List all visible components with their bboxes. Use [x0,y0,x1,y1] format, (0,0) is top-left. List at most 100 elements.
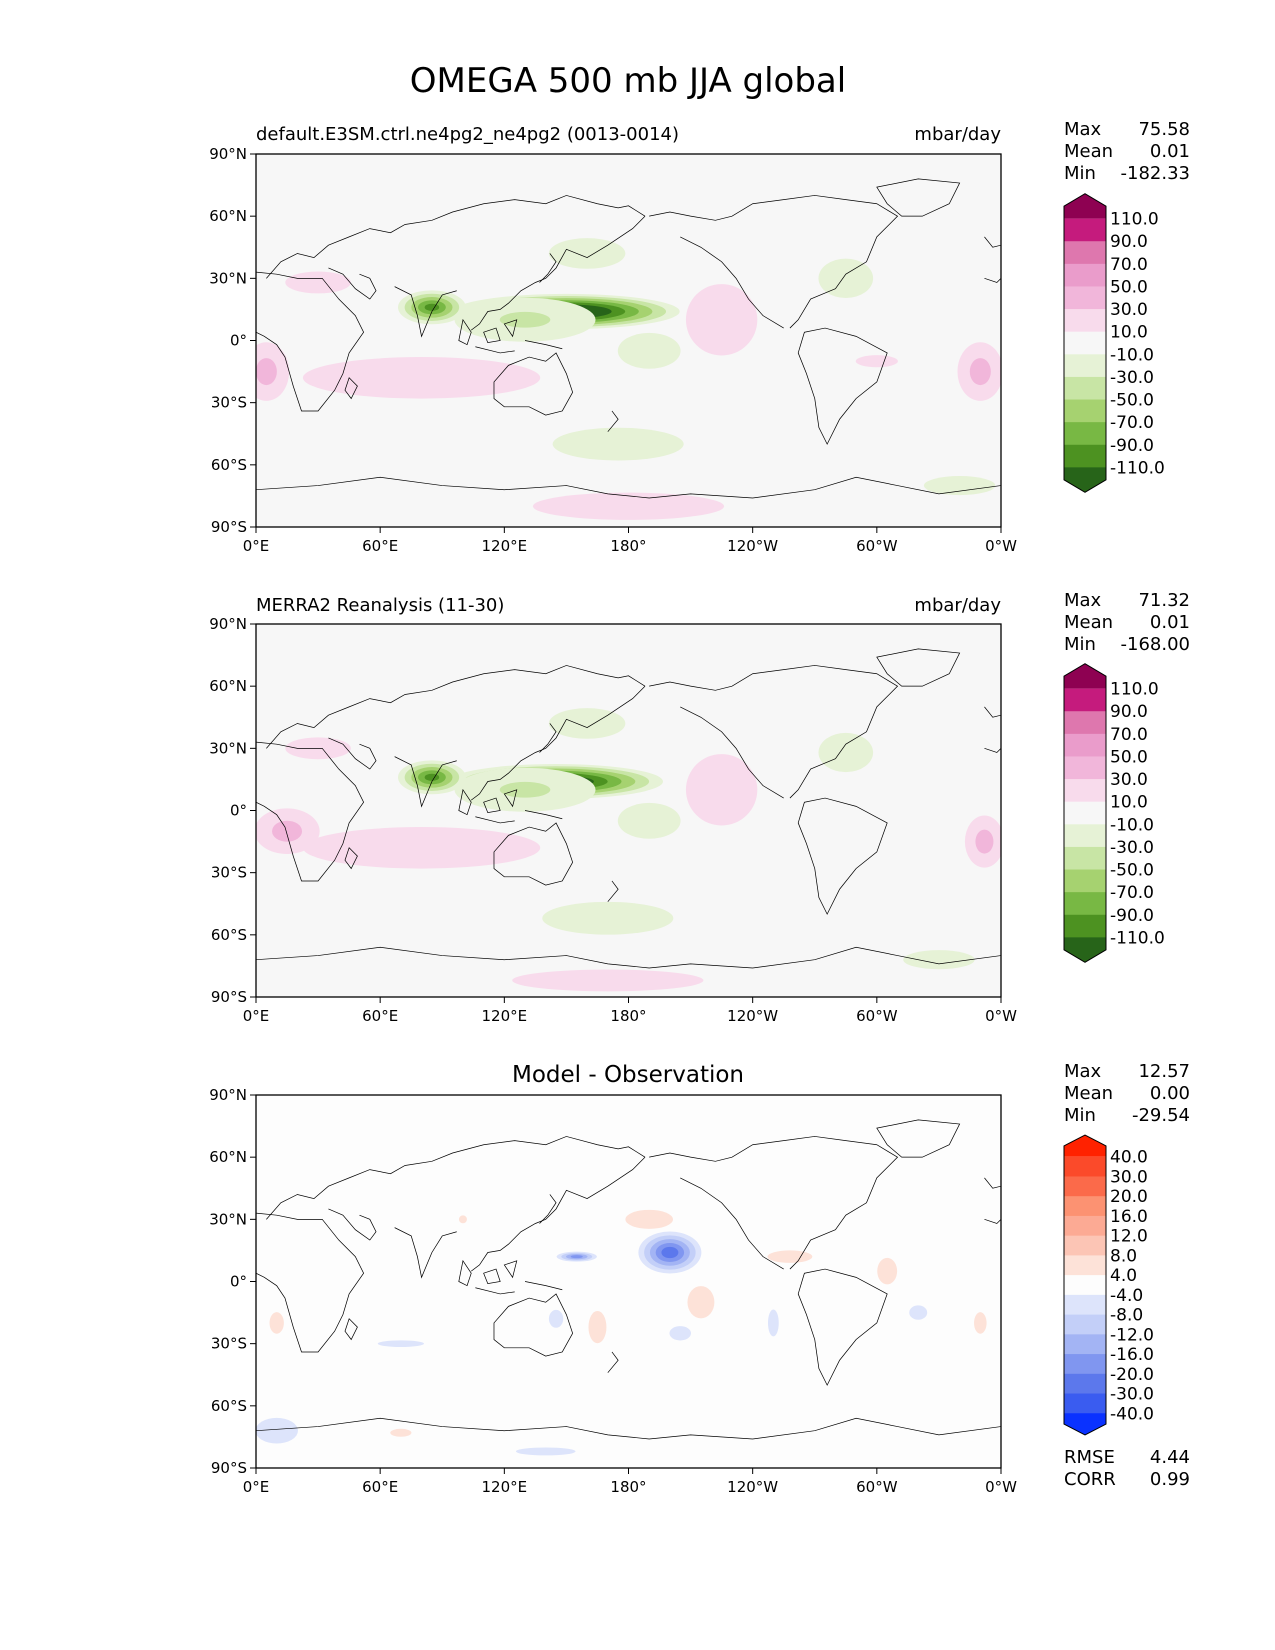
contour-region [969,358,991,386]
colorbar-swatch [1064,733,1106,757]
colorbar-label: 20.0 [1110,1187,1148,1207]
colorbar-swatch [1064,1393,1106,1414]
colorbar-label: 4.0 [1110,1266,1137,1286]
y-tick-label: 90°N [209,615,247,633]
x-tick-label: 0°W [985,1478,1017,1496]
colorbar-outline [1063,193,1107,493]
contour-region [548,708,626,739]
x-tick-label: 60°W [856,1007,898,1025]
colorbar-label: 70.0 [1110,725,1148,745]
contour-region [548,238,626,269]
colorbar-swatch [1064,467,1106,493]
contour-region [818,258,874,298]
y-tick-label: 30°S [211,1335,247,1353]
colorbar-swatch [1064,1215,1106,1237]
colorbar-label: -4.0 [1110,1286,1143,1306]
colorbar-label: 50.0 [1110,747,1148,767]
colorbar-label: -50.0 [1110,391,1154,411]
colorbar-label: 10.0 [1110,793,1148,813]
contour-region [532,492,725,520]
colorbar-label: -30.0 [1110,1385,1154,1405]
colorbar-swatch [1064,937,1106,963]
stat-value: -168.00 [1121,634,1190,655]
y-tick-label: 90°S [211,518,247,536]
contour-region [512,969,704,992]
colorbar-label: 8.0 [1110,1246,1137,1266]
metric-value: 0.99 [1150,1469,1190,1490]
contour-region [685,754,758,826]
y-axis: 90°S 60°S 30°S 0° 30°N 60°N 90°N [209,145,256,536]
y-tick-label: 60°S [211,926,247,944]
metric-value: 4.44 [1150,1447,1190,1468]
stat-label: Mean [1064,1083,1113,1104]
x-tick-label: 120°W [727,1007,778,1025]
stat-value: -29.54 [1132,1105,1190,1126]
contour-region [923,476,996,496]
contour-region [269,1312,284,1334]
colorbar: 110.090.0 70.050.0 30.0 10.0-10.0 -30.0 -50.0… [1063,193,1165,493]
contour-region [256,358,277,386]
contour-region [272,820,303,842]
colorbar-swatch [1064,376,1106,401]
contour-field [256,1209,987,1456]
colorbar-label: 110.0 [1110,210,1159,230]
panel-center-title: Model - Observation [512,1062,744,1088]
colorbar-swatch [1064,1255,1106,1276]
contour-region [424,303,440,311]
stat-label: Min [1064,1105,1096,1126]
colorbar-swatch [1064,914,1106,938]
colorbar-swatch [1064,309,1106,333]
colorbar-swatch [1064,193,1106,219]
contour-region [302,827,541,869]
colorbar-label: -90.0 [1110,436,1154,456]
contour-region [424,773,440,781]
y-tick-label: 30°S [211,394,247,412]
colorbar-swatch [1064,663,1106,689]
stat-label: Min [1064,634,1096,655]
y-tick-label: 30°N [209,1210,247,1228]
colorbar-swatch [1064,1354,1106,1375]
colorbar-swatch [1064,1373,1106,1395]
x-tick-label: 120°W [727,1478,778,1496]
stat-value: 75.58 [1138,119,1190,140]
colorbar-swatch [1064,1176,1106,1197]
colorbar-label: 12.0 [1110,1227,1148,1247]
stats-block: Max 75.58 Mean 0.01 Min -182.33 [1064,119,1190,184]
colorbar-swatch [1064,892,1106,916]
colorbar-label: -30.0 [1110,838,1154,858]
y-tick-label: 60°N [209,677,247,695]
stat-value: -182.33 [1121,163,1190,184]
stat-label: Max [1064,1061,1102,1082]
colorbar-swatch [1064,801,1106,825]
colorbar-label: -50.0 [1110,861,1154,881]
colorbar-swatch [1064,869,1106,893]
panel-reference: MERRA2 Reanalysis (11-30) mbar/day Max 7… [209,590,1190,1025]
colorbar-swatch [1064,711,1106,735]
stats-block: Max 12.57 Mean 0.00 Min -29.54 [1064,1061,1190,1126]
y-tick-label: 60°S [211,1397,247,1415]
panel-difference: Model - Observation Max 12.57 Mean 0.00 … [209,1061,1190,1496]
contour-region [542,901,674,935]
contour-region [570,1255,583,1259]
x-tick-label: 180° [610,537,646,555]
colorbar-swatch [1064,1314,1106,1335]
colorbar-swatch [1064,1235,1106,1256]
x-axis: 0°E 60°E 120°E 180° 120°W 60°W 0°W [243,527,1017,555]
x-tick-label: 180° [610,1007,646,1025]
x-tick-label: 0°E [243,537,270,555]
y-tick-label: 30°S [211,864,247,882]
colorbar-swatch [1064,779,1106,803]
x-tick-label: 60°E [362,1007,398,1025]
y-tick-label: 30°N [209,269,247,287]
colorbar-label: 110.0 [1110,680,1159,700]
y-tick-label: 90°S [211,988,247,1006]
colorbar-swatch [1064,824,1106,848]
stat-value: 0.01 [1150,612,1190,633]
stat-label: Min [1064,163,1096,184]
stat-value: 0.00 [1150,1083,1190,1104]
colorbar-label: 30.0 [1110,1167,1148,1187]
y-tick-label: 90°N [209,145,247,163]
map-background [256,1095,1001,1468]
contour-region [256,1417,298,1444]
